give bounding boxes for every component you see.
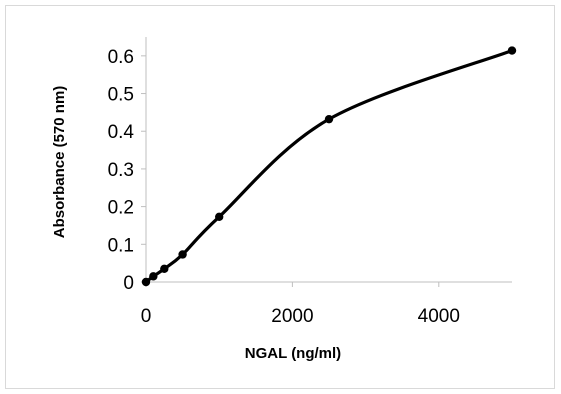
- series-line: [144, 48, 514, 284]
- data-point: [149, 272, 158, 281]
- data-point: [215, 212, 224, 221]
- y-axis-title: Absorbance (570 nm): [51, 86, 68, 239]
- x-axis-title: NGAL (ng/ml): [245, 345, 341, 362]
- data-point: [507, 46, 517, 55]
- y-tick-label: 0.1: [108, 235, 134, 256]
- y-tick-label: 0.5: [108, 85, 134, 106]
- data-point: [178, 250, 187, 259]
- data-point: [160, 264, 169, 274]
- y-tick-label: 0.4: [108, 122, 135, 143]
- x-tick-label: 0: [141, 306, 152, 327]
- data-points: [141, 46, 517, 287]
- tick-labels: 0 0.1 0.2 0.3 0.4 0.5 0.6 0 2000 4000: [108, 47, 460, 327]
- y-tick-label: 0.3: [108, 160, 134, 181]
- data-point: [324, 114, 334, 124]
- x-tick-label: 4000: [418, 306, 460, 327]
- y-tick-label: 0.2: [108, 198, 134, 219]
- data-point: [141, 277, 151, 287]
- chart-area: [5, 5, 555, 389]
- axes: [141, 37, 512, 287]
- y-tick-label: 0: [123, 273, 134, 294]
- y-tick-label: 0.6: [108, 47, 134, 68]
- x-tick-label: 2000: [271, 306, 313, 327]
